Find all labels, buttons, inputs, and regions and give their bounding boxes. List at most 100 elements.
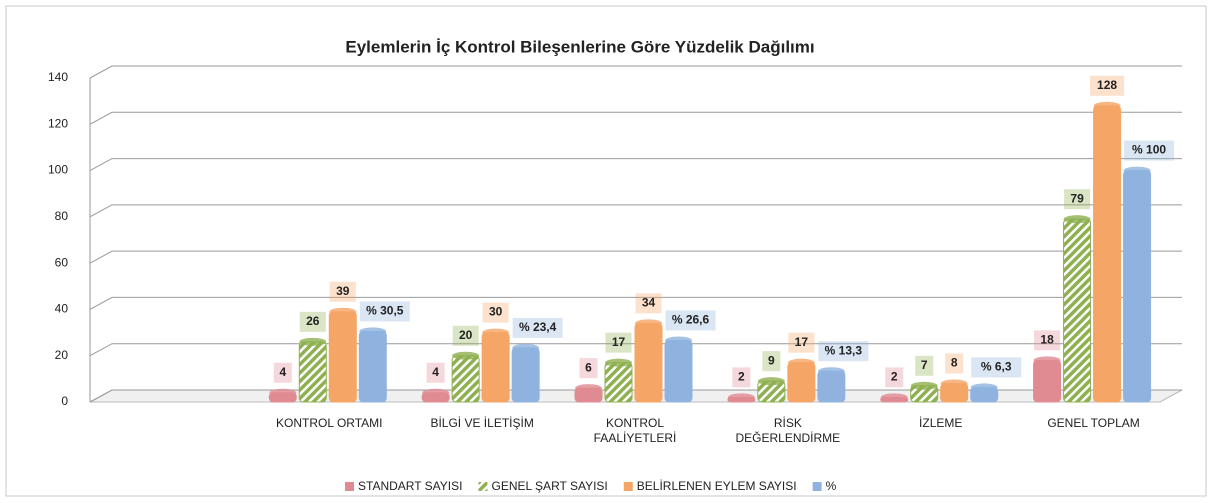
bar (1093, 105, 1122, 403)
x-tick-label: İZLEME (919, 416, 963, 430)
bar-cap (727, 393, 755, 402)
bar-cap (757, 377, 785, 386)
value-label-box (885, 367, 904, 388)
legend-swatch (623, 482, 633, 491)
value-label-box (762, 351, 781, 372)
value-label-box (426, 362, 445, 383)
value-label: 18 (1040, 333, 1054, 347)
value-label-box (945, 353, 964, 374)
bar (358, 330, 387, 403)
legend-label: BELİRLENEN EYLEM SAYISI (637, 479, 797, 493)
bar-cap (1123, 166, 1151, 175)
value-label: % 23,4 (519, 320, 557, 334)
value-label: % 13,3 (825, 343, 863, 357)
y-tick-label: 40 (55, 302, 69, 316)
bar-cap (1063, 215, 1091, 224)
value-label-box (1090, 75, 1125, 96)
bar-cap (512, 343, 540, 352)
x-tick-label: RİSK DEĞERLENDİRME (735, 416, 841, 445)
bar-cap (269, 388, 297, 397)
y-tick-label: 0 (61, 394, 68, 408)
bar-cap (422, 388, 450, 397)
value-label-box (788, 332, 815, 353)
legend-swatch (812, 482, 822, 491)
value-label: 6 (585, 360, 592, 374)
grid-line (89, 343, 1182, 357)
bar (604, 362, 633, 403)
value-label: % 6,3 (981, 360, 1012, 374)
value-label: 30 (489, 305, 503, 319)
bar-cap (880, 393, 908, 402)
legend-swatch (345, 482, 354, 491)
bar-cap (299, 337, 327, 346)
value-label: 17 (612, 335, 626, 349)
value-label-box (579, 358, 598, 379)
value-label: 26 (306, 314, 320, 328)
bar (298, 341, 327, 403)
bar (451, 355, 480, 403)
bar-cap (1093, 101, 1121, 110)
bar-cap (787, 358, 815, 367)
grid-line (89, 250, 1182, 264)
value-label: 39 (336, 284, 350, 298)
value-label: 17 (795, 335, 809, 349)
x-tick-label: KONTROL ORTAMI (276, 416, 383, 430)
bar (511, 347, 540, 403)
value-label-box (452, 325, 479, 346)
grid-line (89, 65, 1182, 79)
bar-cap (482, 328, 510, 337)
bar (1033, 359, 1062, 403)
bar-cap (329, 307, 357, 316)
bar-cap (970, 383, 998, 392)
bar-cap (575, 384, 602, 393)
legend-swatch (478, 482, 488, 491)
bar (634, 322, 663, 403)
bar-cap (1033, 356, 1061, 365)
bar (817, 370, 846, 403)
bar-cap (635, 319, 662, 328)
value-label-box (329, 281, 356, 302)
value-label: % 30,5 (366, 304, 404, 318)
value-label: 20 (459, 328, 473, 342)
y-tick-label: 80 (55, 209, 69, 223)
value-label: 4 (432, 365, 439, 379)
x-tick-label: GENEL TOPLAM (1047, 416, 1140, 430)
value-label-box (1064, 189, 1091, 210)
grid-line (89, 111, 1182, 125)
bar-cap (910, 381, 938, 390)
legend-label: GENEL ŞART SAYISI (491, 479, 607, 493)
y-tick-label: 60 (55, 255, 69, 269)
value-label: 4 (279, 365, 286, 379)
value-label: 34 (642, 295, 656, 309)
bar-cap (605, 358, 632, 367)
bar (481, 332, 510, 403)
x-tick-label: KONTROL FAALİYETLERİ (593, 416, 677, 445)
legend-label: STANDART SAYISI (358, 479, 462, 493)
bar (328, 311, 357, 403)
value-label-box (1124, 140, 1175, 161)
value-label: 8 (951, 356, 958, 370)
value-label-box (512, 317, 563, 338)
value-label-box (273, 362, 292, 383)
value-label: 79 (1070, 191, 1084, 205)
value-label: 128 (1097, 78, 1117, 92)
bar (1123, 170, 1152, 403)
bar-cap (940, 379, 968, 388)
bar-cap (359, 327, 387, 336)
x-tick-label: BİLGİ VE İLETİŞİM (430, 416, 534, 430)
value-label-box (971, 357, 1022, 378)
value-label-box (635, 293, 662, 314)
bar-cap (452, 351, 480, 360)
value-label: 2 (891, 370, 898, 384)
bar (664, 339, 693, 403)
value-label-box (482, 302, 509, 323)
value-label-box (1034, 330, 1061, 351)
value-label-box (732, 367, 751, 388)
value-label-box (605, 332, 632, 353)
y-tick-label: 120 (48, 116, 68, 130)
bar (787, 362, 816, 403)
legend-label: % (826, 479, 837, 493)
y-tick-label: 20 (55, 348, 69, 362)
